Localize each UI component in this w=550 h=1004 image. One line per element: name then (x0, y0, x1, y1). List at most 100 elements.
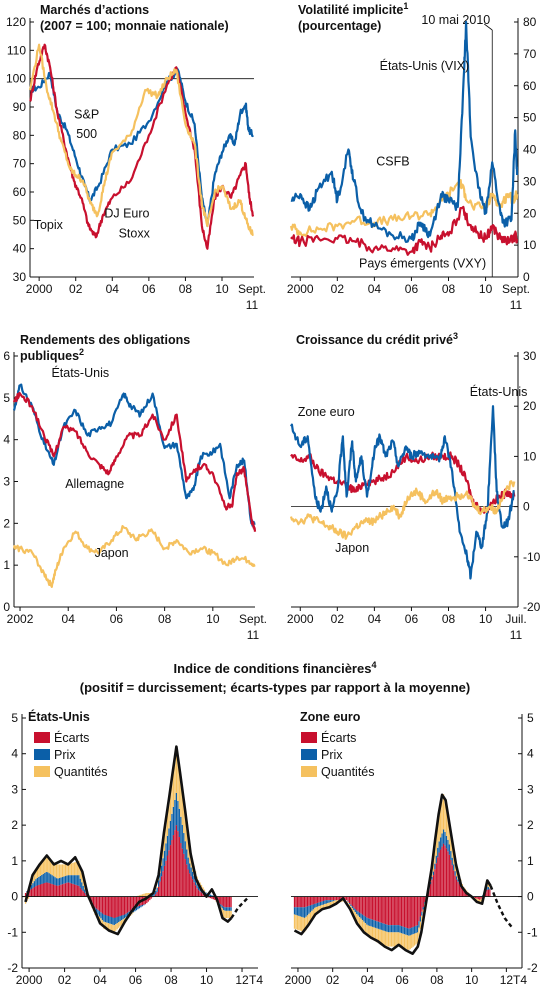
component-bar (202, 893, 204, 897)
component-bar (358, 912, 361, 918)
x-tick-label: 10 (200, 973, 214, 987)
y-tick-label: 4 (11, 747, 18, 761)
component-bar (35, 868, 37, 880)
component-bar (396, 925, 398, 933)
chart-title: Rendements des obligations (20, 333, 190, 347)
forecast-line (230, 895, 250, 919)
x-tick-label: 02 (69, 282, 83, 296)
chart-title-line2: (pourcentage) (298, 19, 381, 33)
component-bar (159, 881, 161, 897)
component-bar (55, 878, 58, 886)
series-label: Topix (34, 218, 64, 232)
component-bar (322, 900, 325, 905)
component-bar (392, 932, 394, 947)
component-bar (421, 896, 423, 912)
component-bar (403, 934, 406, 949)
event-label: 10 mai 2010 (421, 13, 490, 27)
component-bar (366, 917, 368, 925)
x-tick-label: 12 (500, 973, 514, 987)
component-bar (163, 831, 166, 851)
component-bar (57, 878, 59, 886)
component-bar (230, 910, 232, 918)
component-bar (305, 896, 307, 907)
component-bar (38, 876, 40, 885)
y-tick-label: 40 (13, 242, 27, 256)
y-tick-label: 120 (6, 15, 26, 29)
x-tick-label: 2000 (16, 973, 43, 987)
component-bar (435, 835, 437, 856)
component-bar (109, 916, 111, 924)
component-bar (324, 900, 326, 905)
component-bar (405, 896, 407, 928)
component-bar (81, 872, 83, 883)
component-bar (84, 889, 86, 893)
component-bar (435, 855, 437, 864)
component-bar (385, 931, 387, 946)
component-bar (97, 909, 99, 915)
component-bar (409, 896, 411, 929)
component-bar (340, 896, 342, 901)
component-bar (178, 768, 180, 809)
component-bar (480, 896, 482, 899)
x-end-label: Sept. (239, 612, 267, 626)
component-bar (374, 920, 377, 928)
component-bar (63, 876, 65, 884)
component-bar (81, 882, 83, 890)
component-bar (413, 926, 416, 934)
component-bar (218, 896, 220, 904)
component-bar (438, 812, 440, 842)
component-bar (411, 927, 413, 935)
component-bar (146, 896, 148, 904)
x-tick-label: 08 (430, 973, 444, 987)
component-bar (432, 871, 435, 876)
component-bar (76, 861, 78, 876)
y-tick-label: 40 (523, 143, 537, 157)
component-bar (298, 907, 300, 916)
component-bar (376, 921, 378, 929)
component-bar (317, 902, 319, 907)
component-bar (437, 857, 439, 897)
component-bar (296, 915, 298, 930)
component-bar (299, 907, 301, 917)
component-bar (172, 766, 175, 807)
x-tick-label: 10 (206, 612, 220, 626)
component-bar (41, 883, 43, 897)
component-bar (301, 907, 303, 917)
component-bar (160, 865, 163, 877)
component-bar (54, 877, 56, 886)
component-bar (79, 866, 81, 879)
component-bar (79, 887, 81, 897)
component-bar (293, 907, 296, 915)
component-bar (112, 917, 114, 925)
series-label: Allemagne (65, 477, 124, 491)
component-bar (78, 875, 80, 886)
component-bar (171, 840, 173, 897)
component-bar (78, 885, 80, 897)
component-bar (162, 842, 164, 859)
component-bar (348, 904, 351, 907)
component-bar (186, 828, 188, 850)
component-bar (295, 896, 297, 908)
component-bar (70, 875, 73, 884)
component-bar (373, 896, 375, 921)
component-bar (332, 900, 335, 902)
component-bar (318, 905, 320, 912)
component-bar (189, 863, 191, 874)
component-bar (221, 905, 223, 909)
component-bar (166, 835, 169, 856)
component-bar (45, 871, 47, 883)
component-bar (374, 896, 377, 921)
component-bar (372, 919, 374, 927)
component-bar (72, 883, 74, 897)
component-bar (140, 894, 142, 897)
component-bar (54, 885, 56, 897)
component-bar (107, 923, 109, 931)
component-bar (370, 926, 372, 939)
component-bar (317, 896, 319, 903)
y-tick-label: 30 (13, 270, 27, 284)
component-bar (181, 824, 183, 849)
component-bar (445, 805, 448, 836)
component-bar (51, 860, 53, 876)
component-bar (419, 921, 422, 930)
component-bar (408, 935, 410, 951)
